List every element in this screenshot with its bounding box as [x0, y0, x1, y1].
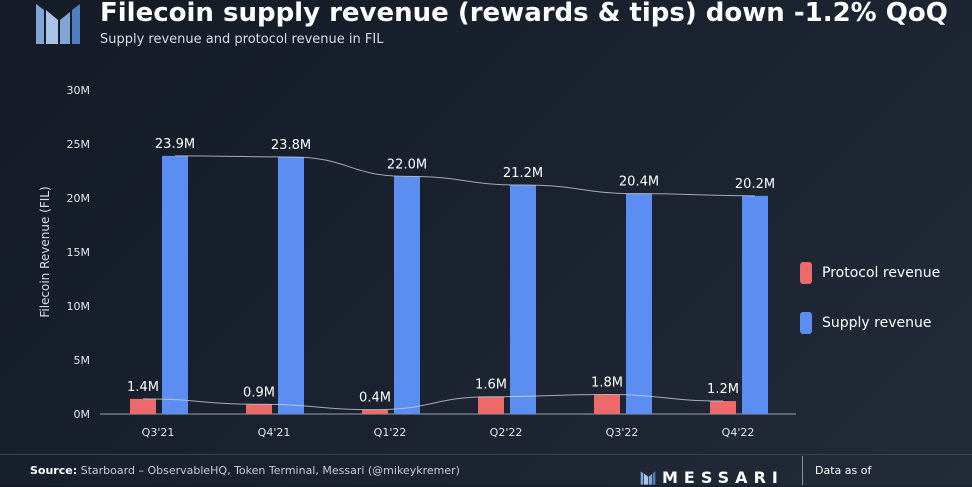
footer-separator — [802, 456, 803, 485]
protocol-bar — [246, 404, 272, 414]
x-tick-label: Q4'22 — [722, 426, 755, 439]
legend-label-protocol: Protocol revenue — [822, 265, 941, 281]
supply-bar — [510, 185, 536, 414]
x-tick-label: Q3'22 — [606, 426, 639, 439]
y-axis-label: Filecoin Revenue (FIL) — [38, 186, 52, 317]
supply-trendline — [174, 155, 756, 197]
messari-mark-icon — [640, 470, 656, 485]
supply-data-label: 21.2M — [503, 166, 543, 181]
protocol-bar — [130, 398, 156, 414]
protocol-bar — [710, 401, 736, 414]
protocol-swatch-icon — [800, 262, 812, 284]
x-tick-label: Q2'22 — [490, 426, 523, 439]
source-text: Starboard – ObservableHQ, Token Terminal… — [80, 464, 460, 477]
x-tick-label: Q1'22 — [374, 426, 407, 439]
supply-data-label: 23.9M — [155, 137, 195, 152]
footer-divider — [0, 454, 972, 455]
supply-data-label: 20.2M — [735, 177, 775, 192]
supply-bar — [162, 155, 188, 414]
y-tick-label: 0M — [74, 408, 91, 421]
y-tick-label: 25M — [67, 138, 91, 151]
x-tick-label: Q4'21 — [258, 426, 291, 439]
y-tick-label: 5M — [74, 354, 91, 367]
legend-item-supply: Supply revenue — [800, 312, 931, 334]
supply-bar — [278, 156, 304, 414]
protocol-bar — [362, 409, 388, 414]
y-tick-label: 15M — [67, 246, 91, 259]
supply-data-label: 20.4M — [619, 175, 659, 190]
y-tick-label: 20M — [67, 192, 91, 205]
supply-data-label: 23.8M — [271, 138, 311, 153]
source-note: Source: Starboard – ObservableHQ, Token … — [30, 464, 460, 477]
protocol-data-label: 1.8M — [591, 376, 623, 391]
data-as-of: Data as of — [815, 464, 872, 477]
protocol-bar — [594, 394, 620, 414]
protocol-data-label: 0.4M — [359, 391, 391, 406]
bar-chart: 0M 5M 10M 15M 20M 25M 30M Filecoin Revenue (FIL… — [38, 84, 796, 439]
protocol-data-label: 1.2M — [707, 382, 739, 397]
y-tick-label: 10M — [67, 300, 91, 313]
chart-title: Filecoin supply revenue (rewards & tips)… — [100, 0, 948, 28]
protocol-trendline — [142, 394, 724, 411]
brand-name: MESSARI — [662, 468, 784, 487]
supply-bar — [742, 195, 768, 414]
supply-bar — [394, 176, 420, 414]
messari-logo-icon — [36, 4, 80, 44]
protocol-data-label: 1.6M — [475, 378, 507, 393]
x-tick-label: Q3'21 — [142, 426, 175, 439]
chart-subtitle: Supply revenue and protocol revenue in F… — [100, 32, 384, 47]
supply-data-label: 22.0M — [387, 157, 427, 172]
supply-bar — [626, 193, 652, 414]
source-label: Source: — [30, 464, 78, 477]
supply-swatch-icon — [800, 312, 812, 334]
messari-brand: MESSARI — [640, 468, 784, 487]
protocol-data-label: 1.4M — [127, 380, 159, 395]
protocol-data-label: 0.9M — [243, 385, 275, 400]
legend-item-protocol: Protocol revenue — [800, 262, 940, 284]
y-tick-label: 30M — [67, 84, 91, 97]
legend-label-supply: Supply revenue — [822, 315, 932, 331]
protocol-bar — [478, 396, 504, 414]
